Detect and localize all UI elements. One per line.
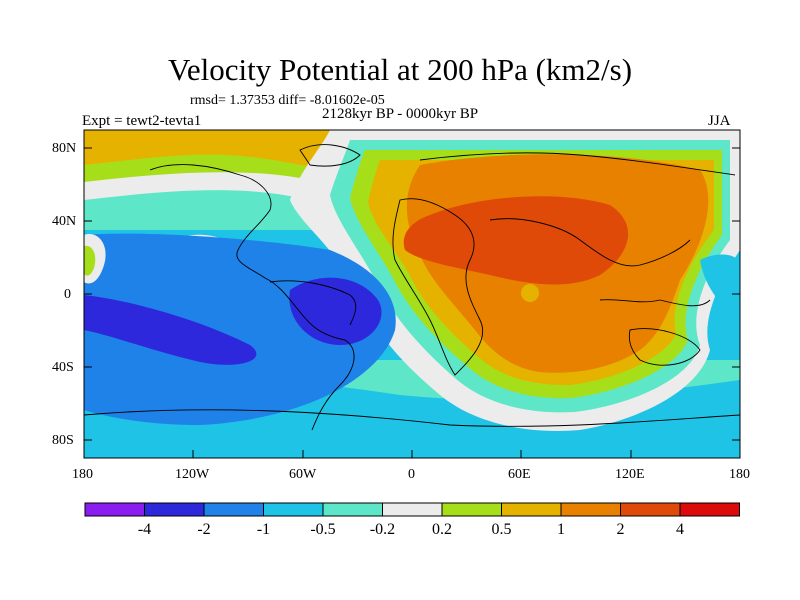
contour-fill <box>84 130 740 458</box>
lon-label-120e: 120E <box>615 467 645 482</box>
lon-label-60w: 60W <box>289 467 317 482</box>
colorbar-label: 0.2 <box>432 521 452 538</box>
colorbar-swatch <box>441 502 502 517</box>
colorbar-label: 0.5 <box>492 521 512 538</box>
colorbar-swatch <box>620 502 681 517</box>
colorbar-swatch <box>679 502 740 517</box>
lon-label-60e: 60E <box>508 467 531 482</box>
lon-label-120w: 120W <box>175 467 210 482</box>
colorbar-swatch <box>263 502 324 517</box>
colorbar-swatch <box>382 502 443 517</box>
colorbar-label: 4 <box>676 521 684 538</box>
colorbar-label: -1 <box>257 521 270 538</box>
lon-label-180e: 180 <box>729 467 750 482</box>
coastlines <box>84 144 740 431</box>
colorbar-label: 2 <box>617 521 625 538</box>
lat-label-80n: 80N <box>52 141 77 156</box>
colorbar-swatch <box>560 502 621 517</box>
map-title: Velocity Potential at 200 hPa (km2/s) <box>167 52 633 87</box>
colorbar-swatch <box>322 502 383 517</box>
colorbar-swatch <box>144 502 205 517</box>
period-text: 2128kyr BP - 0000kyr BP <box>322 106 479 122</box>
lat-label-40n: 40N <box>52 214 77 229</box>
colorbar-label: -4 <box>138 521 151 538</box>
colorbar-swatch <box>84 502 145 517</box>
lat-label-40s: 40S <box>52 360 74 375</box>
colorbar-swatch <box>203 502 264 517</box>
lon-label-180w: 180 <box>72 467 93 482</box>
stats-text: rmsd= 1.37353 diff= -8.01602e-05 <box>190 93 385 108</box>
colorbar-swatch <box>501 502 562 517</box>
colorbar-label: -0.2 <box>370 521 395 538</box>
lon-label-0: 0 <box>408 467 415 482</box>
lat-label-80s: 80S <box>52 433 74 448</box>
experiment-label: Expt = tewt2-tevta1 <box>82 113 202 129</box>
colorbar-label: 1 <box>557 521 565 538</box>
colorbar-label: -2 <box>197 521 210 538</box>
axis-ticks <box>83 147 741 458</box>
lat-label-0: 0 <box>64 287 71 302</box>
colorbar-label: -0.5 <box>310 521 335 538</box>
season-label: JJA <box>708 113 731 129</box>
